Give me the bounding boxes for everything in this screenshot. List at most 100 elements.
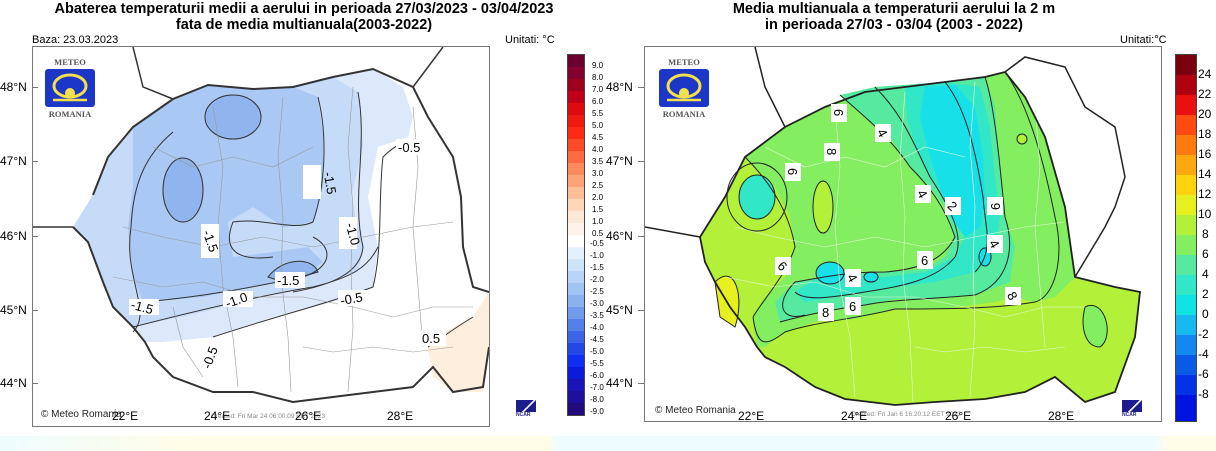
colorbar-tick: -4.0 <box>590 323 604 332</box>
colorbar-tick: -6.0 <box>590 371 604 380</box>
colorbar-tick: 20 <box>1198 107 1212 121</box>
ncar-logo: NCAR <box>1122 400 1148 418</box>
lat-label: 47°N <box>0 154 38 168</box>
units-label: Unitati: °C <box>505 34 555 46</box>
copyright-label: © Meteo Romania <box>41 409 122 420</box>
colorbar-tick: -3.5 <box>590 311 604 320</box>
climatology-title-line1: Media multianuala a temperaturii aerului… <box>732 1 1056 17</box>
created-timestamp: Created: Fri Jan 6 16:20:12 EET 2023 <box>851 411 961 418</box>
meteo-romania-logo: METEO ROMANIA <box>37 57 103 119</box>
colorbar-tick: -4.5 <box>590 335 604 344</box>
anomaly-map: -0.5 -1.5 -1.0 -1.5 -1.5 -1.0 -1.5 -0.5 … <box>32 46 490 427</box>
colorbar-tick: -2.0 <box>590 275 604 284</box>
contour-label: 0.5 <box>422 331 440 346</box>
lon-label: 28°E <box>1048 409 1075 423</box>
anomaly-title-line1: Abaterea temperaturii medii a aerului in… <box>54 1 554 17</box>
colorbar-tick: -5.0 <box>590 347 604 356</box>
lon-label: 24°E <box>204 409 231 423</box>
colorbar-tick: 12 <box>1198 187 1212 201</box>
lon-label: 26°E <box>945 409 972 423</box>
anomaly-map-graphic: -0.5 -1.5 -1.0 -1.5 -1.5 -1.0 -1.5 -0.5 … <box>33 47 489 404</box>
colorbar-tick: 1.5 <box>592 205 604 214</box>
colorbar-tick: 6 <box>1202 247 1209 261</box>
logo-emblem-icon <box>45 69 95 107</box>
lat-label: 45°N <box>606 303 644 317</box>
colorbar-tick: -7.0 <box>590 383 604 392</box>
colorbar-tick: -1.5 <box>590 263 604 272</box>
logo-bottom-text: ROMANIA <box>662 109 706 119</box>
contour-label: 6 <box>849 299 856 314</box>
colorbar-tick: -8 <box>1198 387 1209 401</box>
logo-bottom-text: ROMANIA <box>48 109 92 119</box>
lon-label: 24°E <box>841 409 868 423</box>
colorbar-tick: 14 <box>1198 167 1212 181</box>
colorbar-tick: 16 <box>1198 147 1212 161</box>
contour-label: -0.5 <box>199 344 221 370</box>
colorbar-tick: 24 <box>1198 67 1212 81</box>
created-timestamp: Created: Fri Mar 24 06:00:09 EET 2023 <box>211 413 326 420</box>
colorbar-tick: 8 <box>1202 227 1209 241</box>
colorbar-tick: -5.5 <box>590 359 604 368</box>
colorbar-tick: -0.5 <box>590 239 604 248</box>
colorbar-tick: 4.5 <box>592 133 604 142</box>
colorbar-tick: -2.5 <box>590 287 604 296</box>
climatology-map: 6 4 8 6 4 2 6 4 6 6 4 8 8 6 METEO ROMANI… <box>644 46 1162 422</box>
anomaly-map-panel: Abaterea temperaturii medii a aerului in… <box>0 1 604 427</box>
logo-top-text: METEO <box>668 57 700 67</box>
climatology-map-panel: Media multianuala a temperaturii aerului… <box>606 0 1216 451</box>
anomaly-colorbar <box>567 54 585 416</box>
contour-label: -1.0 <box>343 221 363 247</box>
colorbar-tick: -2 <box>1198 327 1209 341</box>
ncar-text: NCAR <box>1122 412 1137 418</box>
lon-label: 22°E <box>738 409 765 423</box>
lat-label: 44°N <box>606 376 644 390</box>
contour-label: -1.5 <box>129 297 155 317</box>
contour-label: -0.5 <box>339 289 364 308</box>
colorbar-tick: 6.0 <box>592 97 604 106</box>
colorbar-tick: 8.0 <box>592 73 604 82</box>
lon-label: 26°E <box>295 409 322 423</box>
lat-label: 46°N <box>606 229 644 243</box>
logo-emblem-icon <box>659 69 709 107</box>
colorbar-tick: 0.5 <box>592 229 604 238</box>
lon-label: 22°E <box>112 409 139 423</box>
lat-label: 48°N <box>0 80 38 94</box>
colorbar-tick: 4 <box>1202 267 1209 281</box>
contour-label: 8 <box>824 148 839 155</box>
contour-label: -0.5 <box>398 140 420 155</box>
logo-top-text: METEO <box>54 57 86 67</box>
colorbar-tick: 1.0 <box>592 217 604 226</box>
colorbar-tick: 3.0 <box>592 169 604 178</box>
contour-label: 6 <box>831 109 846 116</box>
contour-label: 8 <box>822 305 829 320</box>
colorbar-tick: 0 <box>1202 307 1209 321</box>
colorbar-tick: 9.0 <box>592 61 604 70</box>
climatology-map-graphic: 6 4 8 6 4 2 6 4 6 6 4 8 8 6 <box>645 47 1141 406</box>
lat-label: 48°N <box>606 80 644 94</box>
colorbar-tick: 18 <box>1198 127 1212 141</box>
colorbar-tick: 7.0 <box>592 85 604 94</box>
lat-label: 46°N <box>0 229 38 243</box>
colorbar-tick: 5.5 <box>592 109 604 118</box>
lat-label: 44°N <box>0 376 38 390</box>
contour-label: -1.0 <box>223 289 249 311</box>
colorbar-tick: -1.0 <box>590 251 604 260</box>
ncar-flag-icon <box>1122 400 1142 412</box>
lat-label: 47°N <box>606 154 644 168</box>
lat-label: 45°N <box>0 303 38 317</box>
colorbar-tick: 10 <box>1198 207 1212 221</box>
ncar-flag-icon <box>516 400 536 412</box>
baza-date: Baza: 23.03.2023 <box>32 34 119 46</box>
colorbar-tick: 4.0 <box>592 145 604 154</box>
contour-label: 6 <box>988 203 1003 210</box>
copyright-label: © Meteo Romania <box>655 405 736 416</box>
contour-label: -1.5 <box>277 273 299 288</box>
colorbar-tick: -8.0 <box>590 395 604 404</box>
climatology-colorbar <box>1175 54 1197 422</box>
colorbar-tick: 5.0 <box>592 121 604 130</box>
colorbar-tick: 2.5 <box>592 181 604 190</box>
colorbar-tick: -3.0 <box>590 299 604 308</box>
contour-label: -1.5 <box>321 171 340 196</box>
contour-label: 6 <box>785 168 800 175</box>
colorbar-tick: -9.0 <box>590 407 604 416</box>
